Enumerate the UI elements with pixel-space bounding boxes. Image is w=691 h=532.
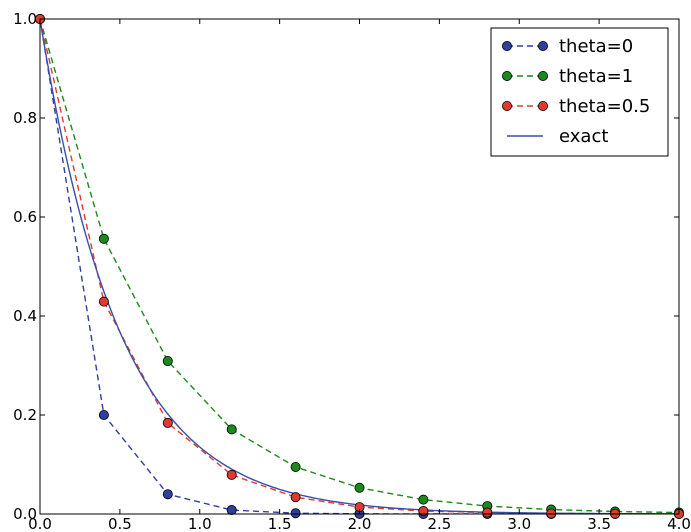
x-tick-label: 0.0: [28, 515, 52, 532]
y-tick-label: 1.0: [13, 10, 37, 28]
y-tick-label: 0.2: [13, 406, 37, 424]
legend-marker-theta-0: [501, 41, 512, 52]
data-point-theta-1: [162, 356, 173, 367]
x-tick-label: 2.0: [348, 515, 372, 532]
data-point-theta-0-5: [98, 296, 109, 307]
x-tick-label: 0.5: [108, 515, 132, 532]
y-tick-label: 0.8: [13, 109, 37, 127]
data-point-theta-0-5: [418, 506, 429, 517]
x-tick-label: 4.0: [667, 515, 691, 532]
data-point-theta-0: [162, 489, 173, 500]
legend: theta=0 theta=1 theta=0.5 exact: [490, 27, 669, 157]
data-point-theta-0-5: [162, 417, 173, 428]
data-point-theta-1: [226, 424, 237, 435]
data-point-theta-0: [226, 505, 237, 516]
legend-label-exact: exact: [559, 126, 608, 147]
legend-label-theta-0-5: theta=0.5: [559, 96, 650, 117]
x-tick-label: 2.5: [427, 515, 451, 532]
x-tick-label: 3.5: [587, 515, 611, 532]
legend-marker-theta-0: [538, 41, 549, 52]
axes-layer: 0.0 0.5 1.0 1.5 2.0 2.5 3.0 3.5 4.0 0.0 0.2 0.4 0.6 0…: [13, 10, 691, 532]
legend-box: [490, 27, 669, 157]
data-point-theta-0-5: [226, 469, 237, 480]
y-tick-label: 0.0: [13, 505, 37, 523]
legend-marker-theta-1: [501, 71, 512, 82]
data-point-theta-0: [290, 508, 301, 519]
x-tick-label: 1.0: [188, 515, 212, 532]
legend-marker-theta-1: [538, 71, 549, 82]
data-point-theta-1: [290, 461, 301, 472]
legend-marker-theta-0-5: [501, 101, 512, 112]
legend-marker-theta-0-5: [538, 101, 549, 112]
y-tick-label: 0.4: [13, 307, 37, 325]
data-point-theta-0-5: [482, 507, 493, 518]
data-point-theta-1: [354, 482, 365, 493]
data-point-theta-1: [418, 494, 429, 505]
legend-label-theta-1: theta=1: [559, 66, 633, 87]
legend-label-theta-0: theta=0: [559, 36, 633, 57]
data-point-theta-0: [98, 409, 109, 420]
x-tick-label: 1.5: [268, 515, 292, 532]
y-tick-label: 0.6: [13, 208, 37, 226]
x-tick-label: 3.0: [507, 515, 531, 532]
data-point-theta-0-5: [290, 492, 301, 503]
data-point-theta-1: [98, 233, 109, 244]
